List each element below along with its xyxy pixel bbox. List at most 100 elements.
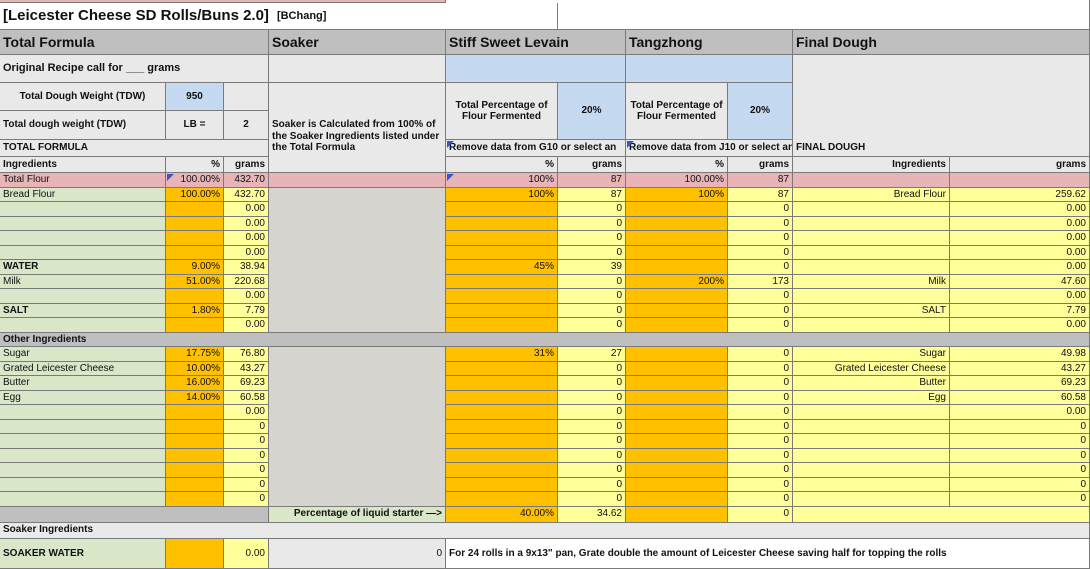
tang-pct[interactable]: [626, 216, 728, 231]
fd-ingredient-name[interactable]: [793, 245, 950, 260]
tf-ingredient-grams[interactable]: 0.00: [224, 245, 269, 260]
tang-grams[interactable]: 0: [728, 245, 793, 260]
fd-ingredient-grams[interactable]: 0: [950, 477, 1090, 492]
fd-ingredient-name[interactable]: Egg: [793, 390, 950, 405]
levain-grams[interactable]: 0: [558, 231, 626, 246]
tf-ingredient-grams[interactable]: 0: [224, 492, 269, 507]
fd-ingredient-grams[interactable]: [950, 173, 1090, 188]
fd-ingredient-grams[interactable]: 0: [950, 434, 1090, 449]
tang-grams[interactable]: 0: [728, 216, 793, 231]
soaker-water-pct[interactable]: [166, 538, 224, 569]
levain-pct[interactable]: [446, 216, 558, 231]
tf-ingredient-name[interactable]: SALT: [0, 303, 166, 318]
fd-ingredient-grams[interactable]: 0: [950, 463, 1090, 478]
levain-grams[interactable]: 0: [558, 376, 626, 391]
levain-pct[interactable]: [446, 419, 558, 434]
tang-grams[interactable]: 0: [728, 419, 793, 434]
tang-grams[interactable]: 0: [728, 492, 793, 507]
tf-ingredient-name[interactable]: [0, 202, 166, 217]
tf-ingredient-name[interactable]: Butter: [0, 376, 166, 391]
levain-pct[interactable]: [446, 289, 558, 304]
levain-pct[interactable]: 45%: [446, 260, 558, 275]
fd-ingredient-name[interactable]: [793, 216, 950, 231]
levain-grams[interactable]: 0: [558, 448, 626, 463]
levain-grams[interactable]: 0: [558, 216, 626, 231]
fd-ingredient-name[interactable]: [793, 405, 950, 420]
tang-remove-note[interactable]: Remove data from J10 or select an: [626, 140, 793, 157]
tang-pct[interactable]: [626, 202, 728, 217]
fd-ingredient-grams[interactable]: 0.00: [950, 245, 1090, 260]
tf-ingredient-name[interactable]: Milk: [0, 274, 166, 289]
tf-ingredient-name[interactable]: [0, 448, 166, 463]
tf-ingredient-name[interactable]: Total Flour: [0, 173, 166, 188]
tang-grams[interactable]: 0: [728, 477, 793, 492]
levain-grams[interactable]: 0: [558, 390, 626, 405]
tf-ingredient-grams[interactable]: 0.00: [224, 289, 269, 304]
fd-ingredient-name[interactable]: [793, 419, 950, 434]
fd-ingredient-name[interactable]: [793, 477, 950, 492]
fd-ingredient-grams[interactable]: 0.00: [950, 260, 1090, 275]
tf-ingredient-grams[interactable]: 0.00: [224, 216, 269, 231]
tf-ingredient-name[interactable]: [0, 405, 166, 420]
tang-pct[interactable]: [626, 303, 728, 318]
tang-grams[interactable]: 0: [728, 289, 793, 304]
tf-ingredient-pct[interactable]: 51.00%: [166, 274, 224, 289]
fd-ingredient-name[interactable]: Sugar: [793, 347, 950, 362]
fd-ingredient-name[interactable]: [793, 434, 950, 449]
levain-pct[interactable]: [446, 361, 558, 376]
tf-ingredient-name[interactable]: [0, 231, 166, 246]
tf-ingredient-grams[interactable]: 7.79: [224, 303, 269, 318]
tf-ingredient-pct[interactable]: 17.75%: [166, 347, 224, 362]
tang-grams[interactable]: 0: [728, 405, 793, 420]
tang-grams[interactable]: 0: [728, 260, 793, 275]
tang-pct[interactable]: [626, 419, 728, 434]
tf-ingredient-grams[interactable]: 432.70: [224, 187, 269, 202]
tang-pct[interactable]: [626, 376, 728, 391]
fd-ingredient-name[interactable]: [793, 318, 950, 333]
tf-ingredient-grams[interactable]: 0.00: [224, 318, 269, 333]
fd-ingredient-grams[interactable]: 0.00: [950, 405, 1090, 420]
levain-grams[interactable]: 0: [558, 361, 626, 376]
tf-ingredient-name[interactable]: Egg: [0, 390, 166, 405]
levain-pct[interactable]: [446, 434, 558, 449]
fd-ingredient-grams[interactable]: 0: [950, 419, 1090, 434]
fd-ingredient-grams[interactable]: 60.58: [950, 390, 1090, 405]
levain-pct[interactable]: [446, 492, 558, 507]
tf-ingredient-pct[interactable]: 14.00%: [166, 390, 224, 405]
levain-pct[interactable]: [446, 303, 558, 318]
tang-grams[interactable]: 87: [728, 173, 793, 188]
tf-ingredient-name[interactable]: [0, 463, 166, 478]
fd-ingredient-grams[interactable]: 69.23: [950, 376, 1090, 391]
tf-ingredient-pct[interactable]: [166, 202, 224, 217]
fd-ingredient-name[interactable]: Milk: [793, 274, 950, 289]
tf-ingredient-grams[interactable]: 0: [224, 463, 269, 478]
levain-grams[interactable]: 0: [558, 419, 626, 434]
fd-ingredient-name[interactable]: [793, 463, 950, 478]
fd-ingredient-name[interactable]: [793, 448, 950, 463]
tang-pct[interactable]: [626, 318, 728, 333]
fd-ingredient-name[interactable]: [793, 202, 950, 217]
tf-ingredient-pct[interactable]: [166, 492, 224, 507]
levain-grams[interactable]: 0: [558, 202, 626, 217]
tang-pct-input[interactable]: 20%: [728, 83, 793, 140]
levain-pct[interactable]: [446, 390, 558, 405]
tf-ingredient-name[interactable]: [0, 477, 166, 492]
levain-grams[interactable]: 0: [558, 405, 626, 420]
levain-grams[interactable]: 39: [558, 260, 626, 275]
tf-ingredient-grams[interactable]: 0: [224, 448, 269, 463]
tang-pct[interactable]: [626, 361, 728, 376]
tang-grams[interactable]: 0: [728, 303, 793, 318]
tf-ingredient-name[interactable]: [0, 434, 166, 449]
tang-pct[interactable]: [626, 231, 728, 246]
fd-ingredient-name[interactable]: [793, 289, 950, 304]
fd-ingredient-grams[interactable]: 0.00: [950, 318, 1090, 333]
levain-pct[interactable]: 100%: [446, 173, 558, 188]
tang-grams[interactable]: 173: [728, 274, 793, 289]
levain-pct[interactable]: [446, 274, 558, 289]
fd-ingredient-name[interactable]: [793, 260, 950, 275]
tf-ingredient-pct[interactable]: [166, 405, 224, 420]
levain-grams[interactable]: 0: [558, 492, 626, 507]
tang-grams[interactable]: 0: [728, 434, 793, 449]
tang-pct[interactable]: [626, 448, 728, 463]
tf-ingredient-name[interactable]: [0, 216, 166, 231]
